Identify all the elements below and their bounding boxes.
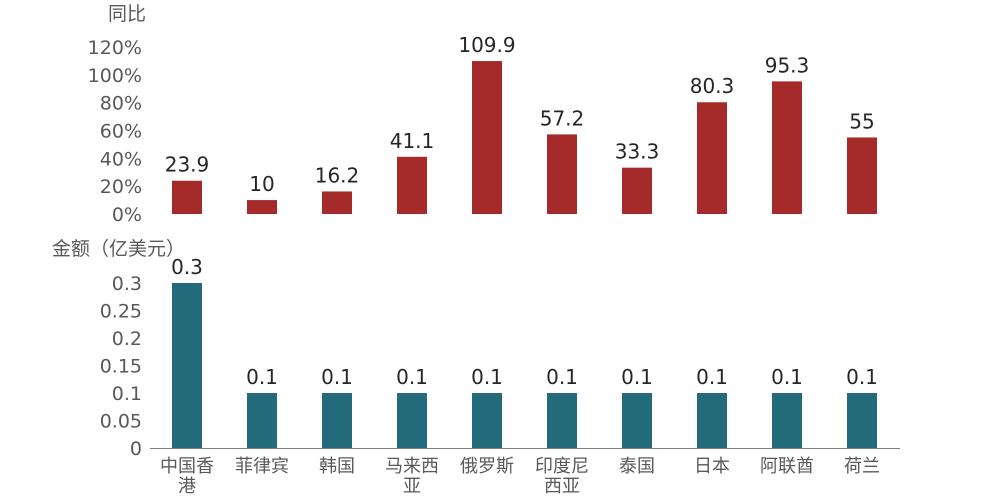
top-y-tick-label: 120% <box>88 37 142 59</box>
bottom-panel: 0 0.05 0.1 0.15 0.2 0.25 0.3 0.3 0.1 0.1 0.1 0.1 0.1… <box>100 255 900 460</box>
bottom-bar <box>622 393 652 448</box>
top-bar <box>172 180 202 214</box>
top-data-label: 10 <box>249 172 274 196</box>
category-label: 马来西 <box>385 456 439 477</box>
bottom-data-label: 0.1 <box>396 365 428 389</box>
category-label: 韩国 <box>319 456 355 477</box>
category-label: 阿联酋 <box>760 456 814 477</box>
top-y-tick-label: 40% <box>100 148 142 170</box>
bottom-data-label: 0.1 <box>546 365 578 389</box>
bottom-data-label: 0.3 <box>171 255 203 279</box>
category-label: 荷兰 <box>844 456 880 477</box>
top-y-axis-label: 同比 <box>108 3 146 25</box>
top-bar <box>697 102 727 214</box>
bottom-y-tick-label: 0.15 <box>100 356 142 378</box>
bottom-data-label: 0.1 <box>621 365 653 389</box>
top-data-label: 55 <box>849 109 874 133</box>
bottom-bar <box>172 283 202 448</box>
category-label: 亚 <box>403 476 421 497</box>
bottom-bar <box>547 393 577 448</box>
top-bar <box>322 191 352 214</box>
category-label: 俄罗斯 <box>460 456 514 477</box>
category-label: 泰国 <box>619 456 655 477</box>
bottom-y-tick-label: 0 <box>130 438 142 460</box>
bottom-data-label: 0.1 <box>471 365 503 389</box>
bottom-y-tick-label: 0.1 <box>112 383 142 405</box>
bottom-bar <box>772 393 802 448</box>
bottom-bar <box>322 393 352 448</box>
bottom-data-label: 0.1 <box>321 365 353 389</box>
top-data-label: 23.9 <box>165 153 210 177</box>
category-label: 印度尼 <box>535 456 589 477</box>
top-y-tick-label: 60% <box>100 121 142 143</box>
top-data-label: 33.3 <box>615 140 660 164</box>
top-data-label: 57.2 <box>540 106 585 130</box>
bottom-y-tick-label: 0.2 <box>112 328 142 350</box>
top-bar <box>547 134 577 214</box>
bottom-bar <box>247 393 277 448</box>
bottom-y-tick-label: 0.25 <box>100 301 142 323</box>
bottom-bar <box>397 393 427 448</box>
bottom-data-label: 0.1 <box>246 365 278 389</box>
top-y-tick-label: 100% <box>88 65 142 87</box>
bottom-y-tick-label: 0.3 <box>112 273 142 295</box>
top-data-label: 41.1 <box>390 129 435 153</box>
bottom-bar <box>697 393 727 448</box>
category-label: 菲律宾 <box>235 456 289 477</box>
top-data-label: 109.9 <box>458 33 515 57</box>
bottom-bar <box>472 393 502 448</box>
top-data-label: 95.3 <box>765 53 810 77</box>
top-panel: 0% 20% 40% 60% 80% 100% 120% 23.9 10 16.2 41.1 109.… <box>88 33 877 226</box>
top-y-tick-label: 20% <box>100 176 142 198</box>
top-bar <box>622 167 652 214</box>
top-data-label: 16.2 <box>315 163 360 187</box>
top-y-tick-label: 80% <box>100 93 142 115</box>
top-bar <box>397 156 427 214</box>
category-label: 港 <box>178 476 196 497</box>
top-bar <box>772 81 802 214</box>
bottom-y-axis-label: 金额（亿美元） <box>52 238 185 260</box>
category-label: 西亚 <box>544 476 580 497</box>
category-label: 日本 <box>694 456 730 477</box>
top-bar <box>847 137 877 214</box>
top-bar <box>247 200 277 214</box>
top-y-tick-label: 0% <box>112 204 142 226</box>
top-bar <box>472 61 502 214</box>
bottom-bar <box>847 393 877 448</box>
bottom-data-label: 0.1 <box>771 365 803 389</box>
top-data-label: 80.3 <box>690 74 735 98</box>
bottom-data-label: 0.1 <box>696 365 728 389</box>
bottom-data-label: 0.1 <box>846 365 878 389</box>
category-label: 中国香 <box>160 456 214 477</box>
bottom-y-tick-label: 0.05 <box>100 411 142 433</box>
